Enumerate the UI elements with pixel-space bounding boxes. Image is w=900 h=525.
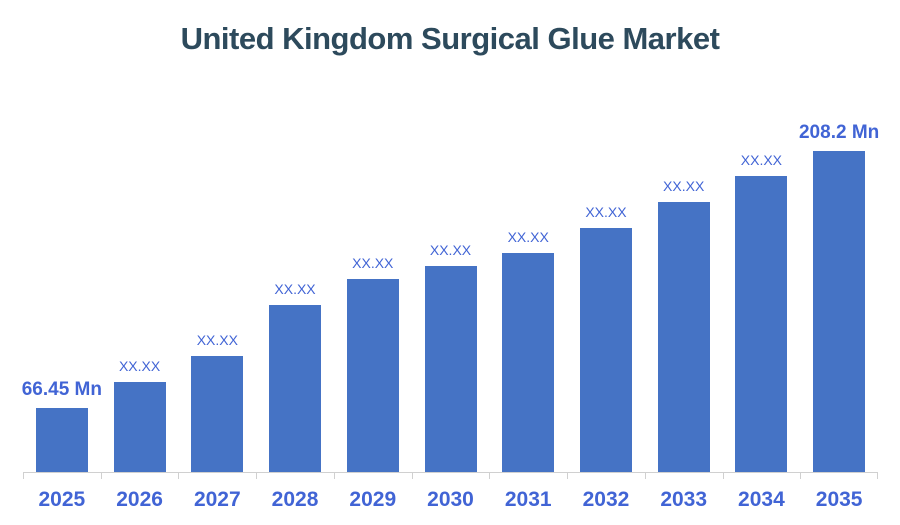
axis-tick [489, 472, 491, 479]
axis-tick [23, 472, 24, 479]
bar-value-label-2032: XX.XX [585, 204, 627, 220]
bar-2025 [35, 408, 88, 472]
bar-2029 [346, 279, 399, 472]
axis-tick [877, 472, 878, 479]
bar-value-label-2029: XX.XX [352, 255, 394, 271]
x-axis-label-2029: 2029 [349, 488, 397, 511]
x-axis-label-2035: 2035 [815, 488, 863, 511]
bar-value-label-2035: 208.2 Mn [798, 122, 880, 143]
x-axis-label-2030: 2030 [427, 488, 474, 511]
bar-value-label-2030: XX.XX [429, 242, 472, 258]
bar-value-label-2025: 66.45 Mn [21, 379, 102, 400]
x-axis-line [23, 472, 878, 473]
x-axis-label-2025: 2025 [38, 488, 86, 511]
bar-value-label-2033: XX.XX [663, 178, 705, 194]
plot-area: 66.45 Mn XX.XX XX.XX XX.XX XX.XX XX.XX XX.XX XX… [21, 110, 880, 511]
axis-tick [100, 472, 102, 479]
x-axis-label-2028: 2028 [271, 488, 319, 511]
bar-2027 [191, 356, 244, 472]
x-axis-label-2033: 2033 [660, 488, 708, 511]
x-axis-label-2031: 2031 [504, 488, 552, 511]
axis-tick [411, 472, 413, 479]
axis-tick [800, 472, 802, 479]
bar-2026 [113, 382, 166, 472]
axis-tick [722, 472, 724, 479]
x-axis-label-2027: 2027 [193, 488, 241, 511]
axis-tick [333, 472, 335, 479]
bar-2035 [813, 151, 866, 472]
bar-2033 [657, 202, 710, 472]
bar-value-label-2027: XX.XX [196, 332, 238, 348]
x-axis-label-2026: 2026 [116, 488, 163, 511]
bar-value-label-2026: XX.XX [118, 358, 161, 374]
bar-2028 [269, 305, 322, 472]
bar-value-label-2028: XX.XX [274, 281, 316, 297]
axis-tick [178, 472, 180, 479]
bar-value-label-2034: XX.XX [740, 152, 783, 168]
axis-tick [567, 472, 569, 479]
axis-tick [644, 472, 646, 479]
chart-title: United Kingdom Surgical Glue Market [180, 21, 720, 56]
bar-2032 [579, 228, 632, 472]
bar-2030 [424, 266, 477, 472]
bar-value-label-2031: XX.XX [507, 229, 549, 245]
bar-2034 [735, 176, 788, 472]
x-axis-label-2034: 2034 [738, 488, 785, 511]
x-axis-label-2032: 2032 [582, 488, 630, 511]
axis-tick [256, 472, 258, 479]
bar-2031 [502, 253, 555, 472]
